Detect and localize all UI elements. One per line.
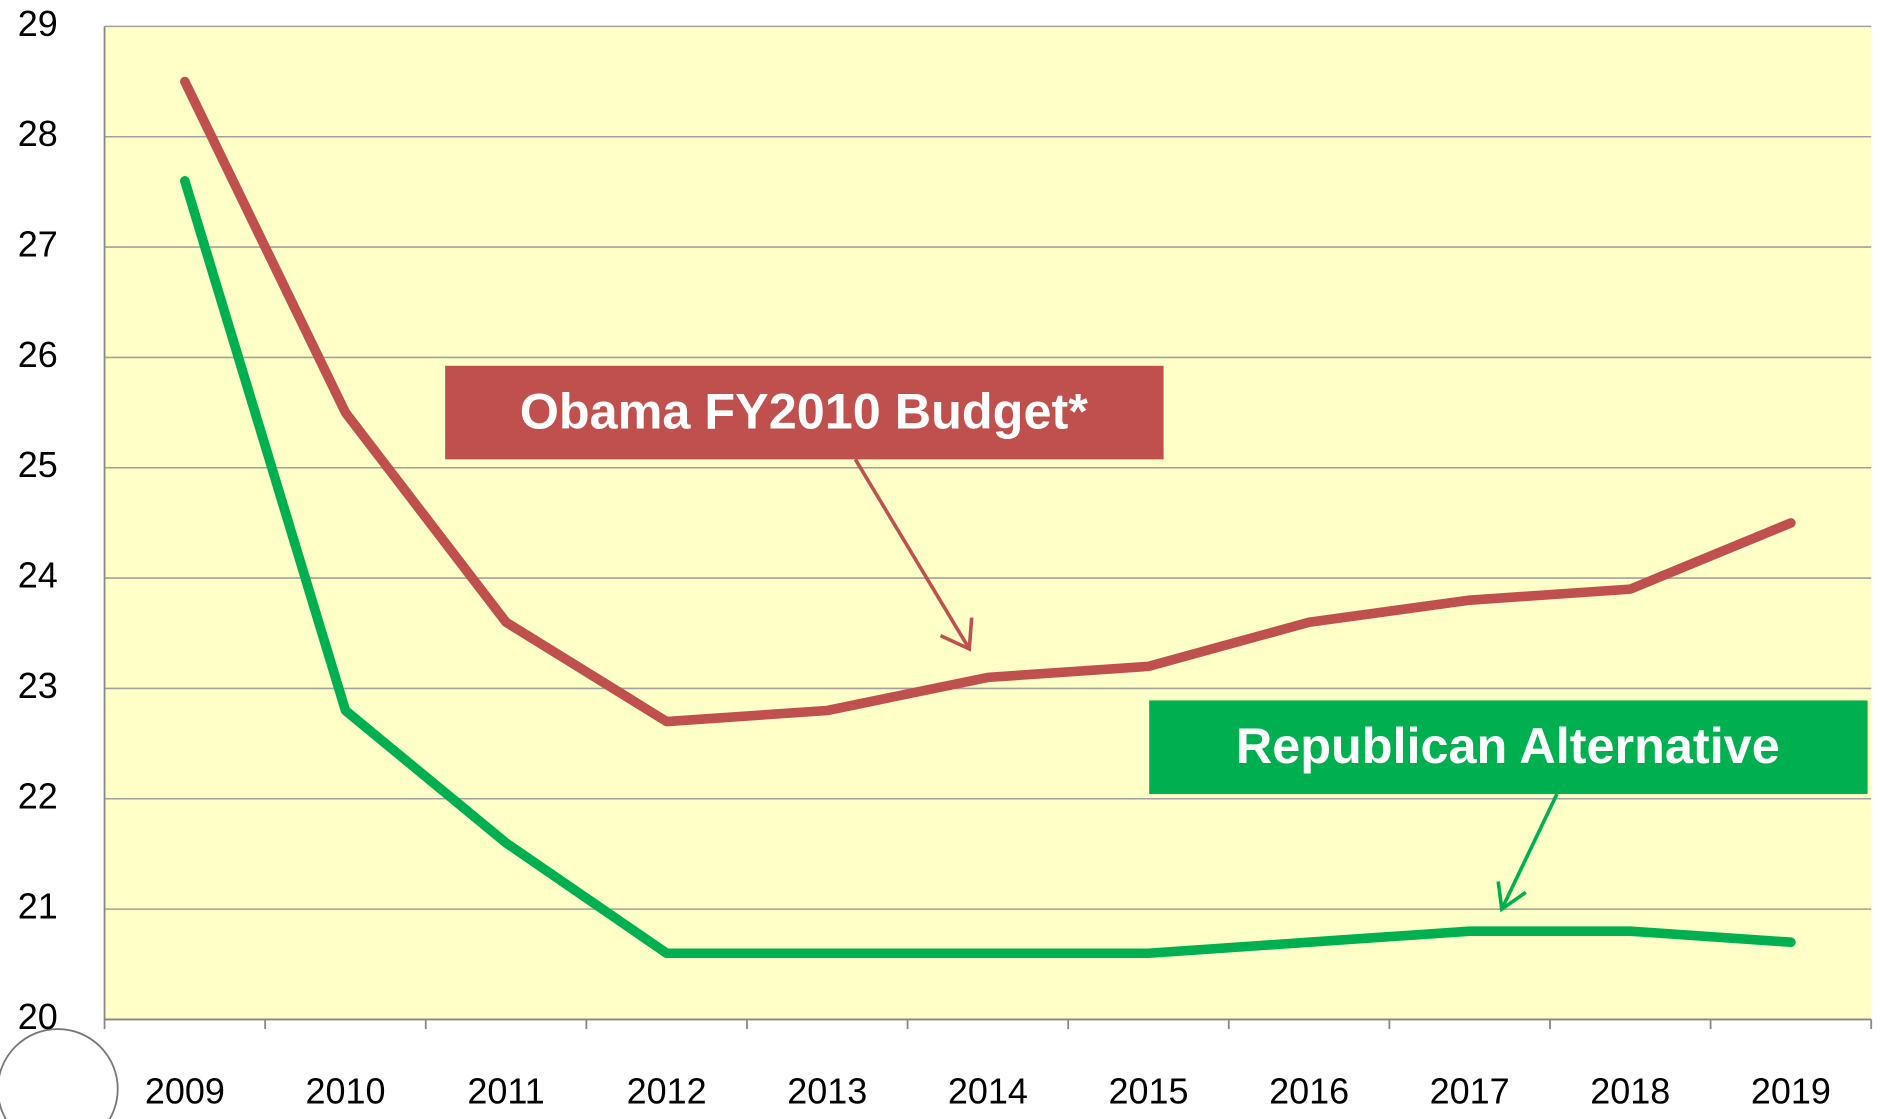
x-tick-label: 2015 [1108,1070,1188,1111]
y-tick-label: 21 [18,886,58,927]
logo [0,1028,119,1119]
x-tick-label: 2017 [1430,1070,1510,1111]
arrow-head [1496,881,1527,913]
annotation-arrow [1500,793,1559,910]
x-tick-label: 2014 [948,1070,1028,1111]
y-tick-label: 22 [18,775,58,816]
annotation-box [445,365,1164,460]
y-tick-label: 29 [18,3,58,44]
annotation-box [1149,700,1868,794]
y-tick-label: 23 [18,665,58,706]
y-tick-label: 24 [18,555,58,596]
y-tick-label: 20 [18,996,58,1037]
x-tick-label: 2009 [145,1070,225,1111]
annotation-arrow [853,458,971,650]
x-tick-label: 2012 [627,1070,707,1111]
y-tick-label: 26 [18,334,58,375]
plot-area [104,26,1872,1020]
x-tick-label: 2018 [1590,1070,1670,1111]
annotation-text: Republican Alternative [1236,717,1780,774]
y-tick-label: 28 [18,113,58,154]
x-tick-label: 2013 [787,1070,867,1111]
series-line [180,176,1796,959]
x-tick-label: 2019 [1751,1070,1831,1111]
series-line [180,76,1796,727]
y-tick-label: 27 [18,224,58,265]
y-tick-label: 25 [18,444,58,485]
annotation-text: Obama FY2010 Budget* [520,382,1089,439]
x-tick-label: 2010 [305,1070,385,1111]
arrow-head [939,617,974,652]
annotation-republican: Republican Alternative [1149,700,1868,913]
x-tick-label: 2016 [1269,1070,1349,1111]
annotation-obama: Obama FY2010 Budget* [445,365,1164,652]
x-tick-label: 2011 [467,1070,544,1111]
